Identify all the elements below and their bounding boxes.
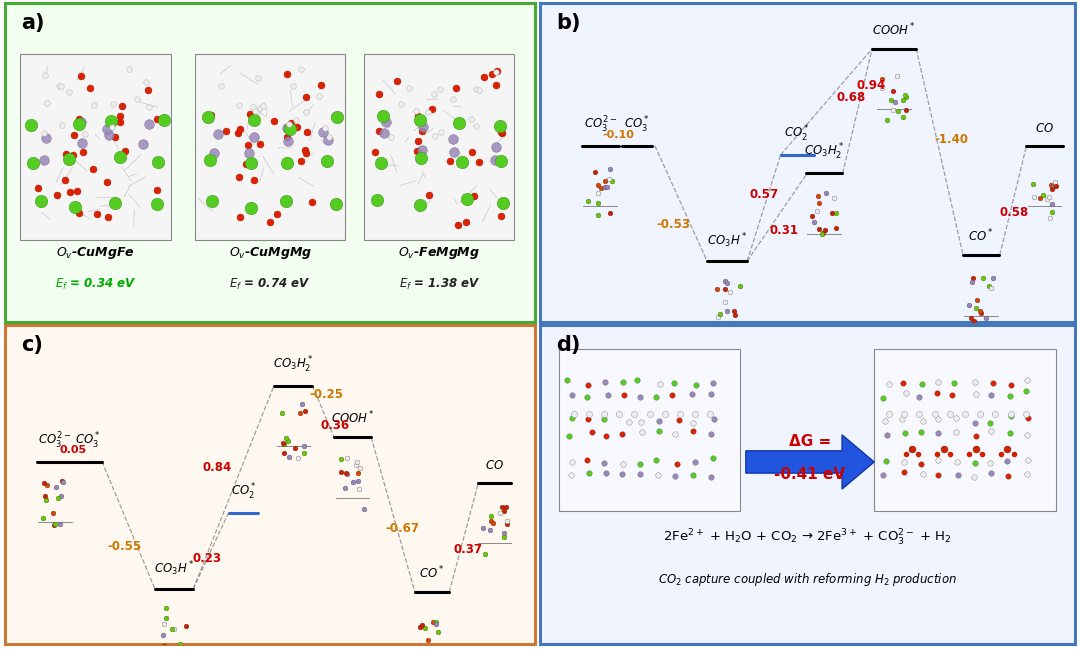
Text: 0.58: 0.58 — [1000, 206, 1029, 219]
Text: $CO^*$: $CO^*$ — [419, 565, 445, 581]
Text: 2Fe$^{2+}$ + H$_2$O + CO$_2$ → 2Fe$^{3+}$ + CO$_3^{2-}$ + H$_2$: 2Fe$^{2+}$ + H$_2$O + CO$_2$ → 2Fe$^{3+}… — [663, 528, 951, 549]
Text: -0.41 eV: -0.41 eV — [774, 467, 846, 482]
Text: -0.53: -0.53 — [657, 218, 690, 231]
Text: $COOH^*$: $COOH^*$ — [330, 410, 375, 426]
Text: $CO_3H^*$: $CO_3H^*$ — [707, 232, 747, 250]
Text: $CO_2^*$: $CO_2^*$ — [784, 124, 810, 144]
Text: $CO_3^*$: $CO_3^*$ — [76, 431, 102, 451]
Text: 0.23: 0.23 — [192, 552, 221, 565]
Text: $CO^*$: $CO^*$ — [968, 227, 994, 244]
FancyBboxPatch shape — [364, 53, 514, 240]
Text: -0.67: -0.67 — [386, 522, 419, 535]
Text: -0.10: -0.10 — [603, 130, 634, 140]
Text: $CO$: $CO$ — [1035, 122, 1054, 135]
FancyBboxPatch shape — [194, 53, 346, 240]
FancyBboxPatch shape — [874, 349, 1056, 512]
Text: $CO_3^{2-}$: $CO_3^{2-}$ — [583, 115, 617, 135]
Text: 0.36: 0.36 — [321, 419, 350, 432]
Text: $CO_3H^*$: $CO_3H^*$ — [154, 560, 194, 578]
Text: ΔG =: ΔG = — [788, 434, 832, 449]
FancyBboxPatch shape — [21, 53, 171, 240]
Text: $O_v$-FeMgMg: $O_v$-FeMgMg — [399, 245, 481, 261]
Text: 0.68: 0.68 — [836, 91, 865, 104]
Text: $COOH^*$: $COOH^*$ — [873, 21, 916, 38]
Text: -0.55: -0.55 — [107, 540, 141, 553]
Text: 0.37: 0.37 — [454, 543, 483, 556]
Text: $O_v$-CuMgFe: $O_v$-CuMgFe — [56, 245, 135, 261]
Text: $CO_2$ capture coupled with reforming $H_2$ production: $CO_2$ capture coupled with reforming $H… — [658, 571, 957, 588]
Text: $E_f$ = 0.74 eV: $E_f$ = 0.74 eV — [229, 277, 311, 292]
Text: $CO_3^*$: $CO_3^*$ — [624, 115, 650, 135]
Text: $CO_3H_2^*$: $CO_3H_2^*$ — [273, 355, 313, 375]
Polygon shape — [746, 435, 874, 489]
Text: c): c) — [22, 335, 43, 354]
Text: 0.84: 0.84 — [202, 461, 232, 474]
Text: a): a) — [22, 13, 44, 32]
Text: $CO_3H_2^*$: $CO_3H_2^*$ — [804, 142, 845, 162]
Text: $CO_2^*$: $CO_2^*$ — [231, 482, 256, 502]
Text: $E_f$ = 1.38 eV: $E_f$ = 1.38 eV — [399, 277, 481, 292]
Text: b): b) — [556, 13, 581, 32]
Text: $CO$: $CO$ — [485, 459, 504, 472]
Text: 0.94: 0.94 — [856, 79, 886, 92]
Text: 0.31: 0.31 — [769, 224, 798, 237]
Text: 0.05: 0.05 — [59, 445, 86, 456]
Text: -1.40: -1.40 — [934, 133, 968, 146]
Text: 0.57: 0.57 — [750, 188, 779, 201]
Text: d): d) — [556, 335, 580, 354]
FancyBboxPatch shape — [558, 349, 741, 512]
Text: $O_v$-CuMgMg: $O_v$-CuMgMg — [229, 245, 311, 261]
Text: $E_f$ = 0.34 eV: $E_f$ = 0.34 eV — [55, 277, 136, 292]
Text: $CO_3^{2-}$: $CO_3^{2-}$ — [39, 431, 71, 451]
Text: -0.25: -0.25 — [309, 388, 343, 401]
